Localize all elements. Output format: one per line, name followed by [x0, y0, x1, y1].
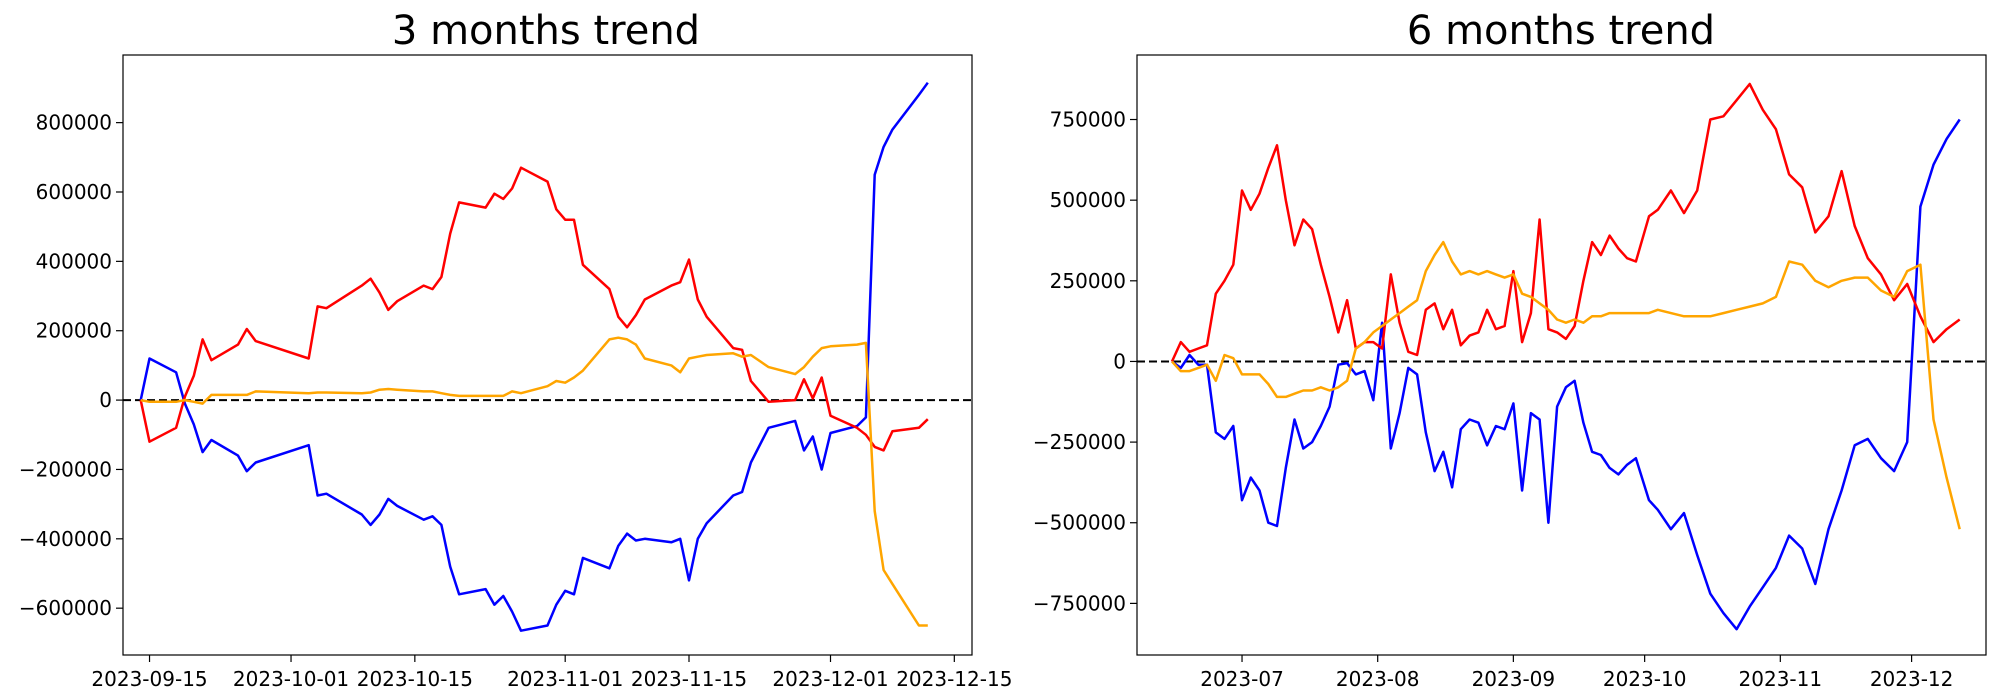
- left-chart-panel: 3 months trend −600000 −400000 −200000 0 200…: [19, 8, 1013, 691]
- right-chart-frame: [1136, 54, 1987, 656]
- right-chart-y-tick-label: 0: [1113, 349, 1126, 373]
- left-chart-x-tick-label: 2023-10-01: [233, 667, 349, 691]
- right-chart-x-tick-label: 2023-09: [1472, 667, 1556, 691]
- right-chart-x-tick-label: 2023-07: [1200, 667, 1284, 691]
- left-chart-y-tick-label: 0: [99, 388, 112, 412]
- left-chart-frame: [122, 54, 973, 656]
- left-chart-y-tick-label: 800000: [36, 111, 112, 135]
- right-chart-y-tick-label: 250000: [1050, 269, 1126, 293]
- left-chart-x-tick-label: 2023-12-01: [772, 667, 888, 691]
- left-chart-series-red: [139, 166, 929, 452]
- right-chart-y-tick-label: 750000: [1050, 108, 1126, 132]
- left-chart-y-tick-label: −200000: [19, 457, 112, 481]
- right-chart-title: 6 months trend: [1407, 8, 1715, 54]
- right-chart-y-tick-label: −500000: [1033, 511, 1126, 535]
- left-chart-y-tick-label: −600000: [19, 596, 112, 620]
- right-chart-y-tick-label: −750000: [1033, 591, 1126, 615]
- left-chart-plot: −600000 −400000 −200000 0 200000 400000 600000…: [19, 81, 1012, 691]
- right-chart-series-blue: [1171, 118, 1961, 631]
- left-chart-y-tick-label: −400000: [19, 527, 112, 551]
- left-chart-x-tick-label: 2023-12-15: [896, 667, 1012, 691]
- left-chart-series-orange: [140, 336, 928, 627]
- right-chart-y-tick-label: −250000: [1033, 430, 1126, 454]
- right-chart-series-red: [1170, 82, 1961, 363]
- right-chart-y-tick-label: 500000: [1050, 188, 1126, 212]
- left-chart-x-tick-label: 2023-10-15: [357, 667, 473, 691]
- right-chart-x-tick-label: 2023-11: [1739, 667, 1823, 691]
- left-chart-y-tick-label: 200000: [36, 319, 112, 343]
- right-chart-x-tick-label: 2023-08: [1336, 667, 1420, 691]
- right-chart-series-orange: [1171, 240, 1961, 530]
- left-chart-title: 3 months trend: [392, 8, 700, 54]
- left-chart-series-blue: [139, 81, 929, 632]
- right-chart-plot: −750000 −500000 −250000 0 250000 500000 750000…: [1033, 82, 1986, 691]
- right-chart-panel: 6 months trend −750000 −500000 −250000 0 250…: [1033, 8, 1987, 691]
- left-chart-x-tick-label: 2023-11-01: [507, 667, 623, 691]
- right-chart-x-tick-label: 2023-12: [1870, 667, 1954, 691]
- right-chart-x-tick-label: 2023-10: [1603, 667, 1687, 691]
- left-chart-x-tick-label: 2023-11-15: [631, 667, 747, 691]
- left-chart-y-tick-label: 400000: [36, 249, 112, 273]
- left-chart-y-tick-label: 600000: [36, 180, 112, 204]
- left-chart-x-tick-label: 2023-09-15: [91, 667, 207, 691]
